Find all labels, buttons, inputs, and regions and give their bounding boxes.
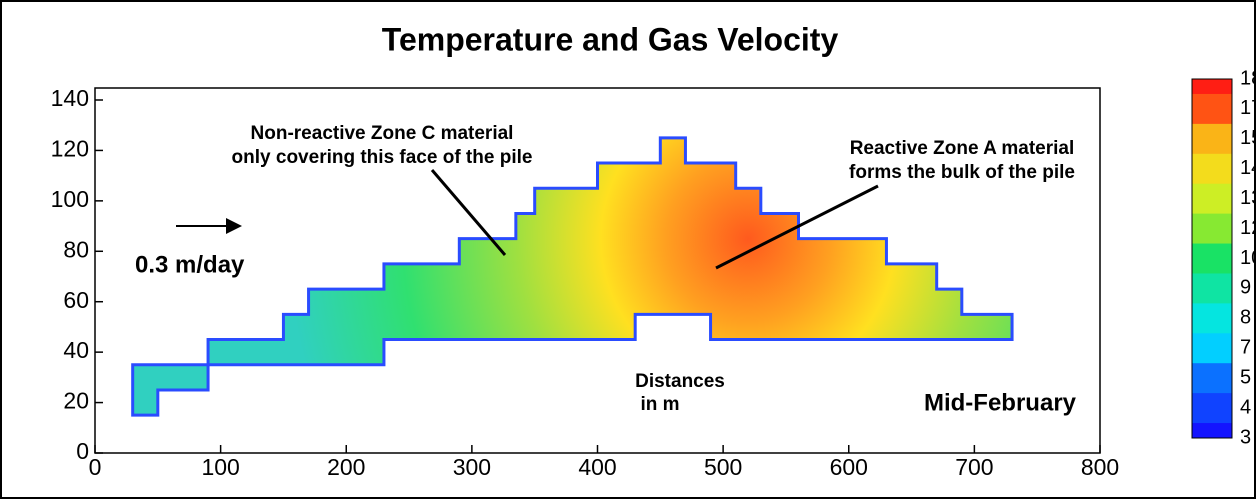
colorbar-segment <box>1192 423 1232 439</box>
colorbar-segment <box>1192 393 1232 424</box>
annotation: Non-reactive Zone C material <box>251 123 514 144</box>
chart-title: Temperature and Gas Velocity <box>382 21 839 57</box>
y-tick-label: 120 <box>51 136 89 162</box>
colorbar-segment <box>1192 153 1232 185</box>
colorbar-segment <box>1192 93 1232 125</box>
x-tick-label: 100 <box>201 454 239 480</box>
x-tick-label: 0 <box>89 454 102 480</box>
colorbar-label: 15 <box>1240 127 1256 149</box>
annotation: Reactive Zone A material <box>850 138 1075 159</box>
leader-line <box>715 184 879 270</box>
colorbar-label: 10 <box>1240 247 1256 269</box>
colorbar-label: 18 <box>1240 67 1256 89</box>
x-tick-label: 600 <box>830 454 868 480</box>
y-tick-label: 40 <box>63 337 89 363</box>
y-tick-label: 60 <box>63 287 89 313</box>
colorbar-segment <box>1192 123 1232 155</box>
colorbar-label: 5 <box>1240 366 1251 388</box>
colorbar-segment <box>1192 213 1232 245</box>
colorbar-label: 3 <box>1240 426 1251 448</box>
x-tick-label: 400 <box>578 454 616 480</box>
colorbar-label: 7 <box>1240 337 1251 359</box>
annotation: Distances <box>635 371 725 392</box>
x-tick-label: 700 <box>955 454 993 480</box>
colorbar-label: 13 <box>1240 187 1256 209</box>
colorbar-segment <box>1192 79 1232 95</box>
colorbar-segment <box>1192 183 1232 215</box>
y-tick-label: 20 <box>63 388 89 414</box>
temperature-field <box>131 136 1014 417</box>
annotation: in m <box>640 394 679 415</box>
annotation: Mid-February <box>924 389 1077 416</box>
x-tick-label: 200 <box>327 454 365 480</box>
y-tick-label: 140 <box>51 85 89 111</box>
y-tick-label: 80 <box>63 236 89 262</box>
colorbar-segment <box>1192 303 1232 334</box>
colorbar-frame <box>1191 78 1233 439</box>
annotation: forms the bulk of the pile <box>849 162 1075 183</box>
x-tick-label: 500 <box>704 454 742 480</box>
annotation: only covering this face of the pile <box>232 147 533 168</box>
y-tick-label: 100 <box>51 186 89 212</box>
colorbar-segment <box>1192 363 1232 394</box>
colorbar-segment <box>1192 333 1232 364</box>
colorbar-label: 8 <box>1240 307 1251 329</box>
plot-area <box>94 87 1101 454</box>
colorbar-label: 4 <box>1240 396 1251 418</box>
scale-label: 0.3 m/day <box>135 251 245 278</box>
x-tick-label: 800 <box>1081 454 1119 480</box>
y-tick-label: 0 <box>76 438 89 464</box>
colorbar-label: 9 <box>1240 277 1251 299</box>
x-tick-label: 300 <box>453 454 491 480</box>
colorbar-segment <box>1192 273 1232 304</box>
leader-line <box>430 169 507 256</box>
colorbar-label: 17 <box>1240 97 1256 119</box>
colorbar-label: 12 <box>1240 217 1256 239</box>
colorbar-label: 14 <box>1240 157 1256 179</box>
colorbar-segment <box>1192 243 1232 274</box>
